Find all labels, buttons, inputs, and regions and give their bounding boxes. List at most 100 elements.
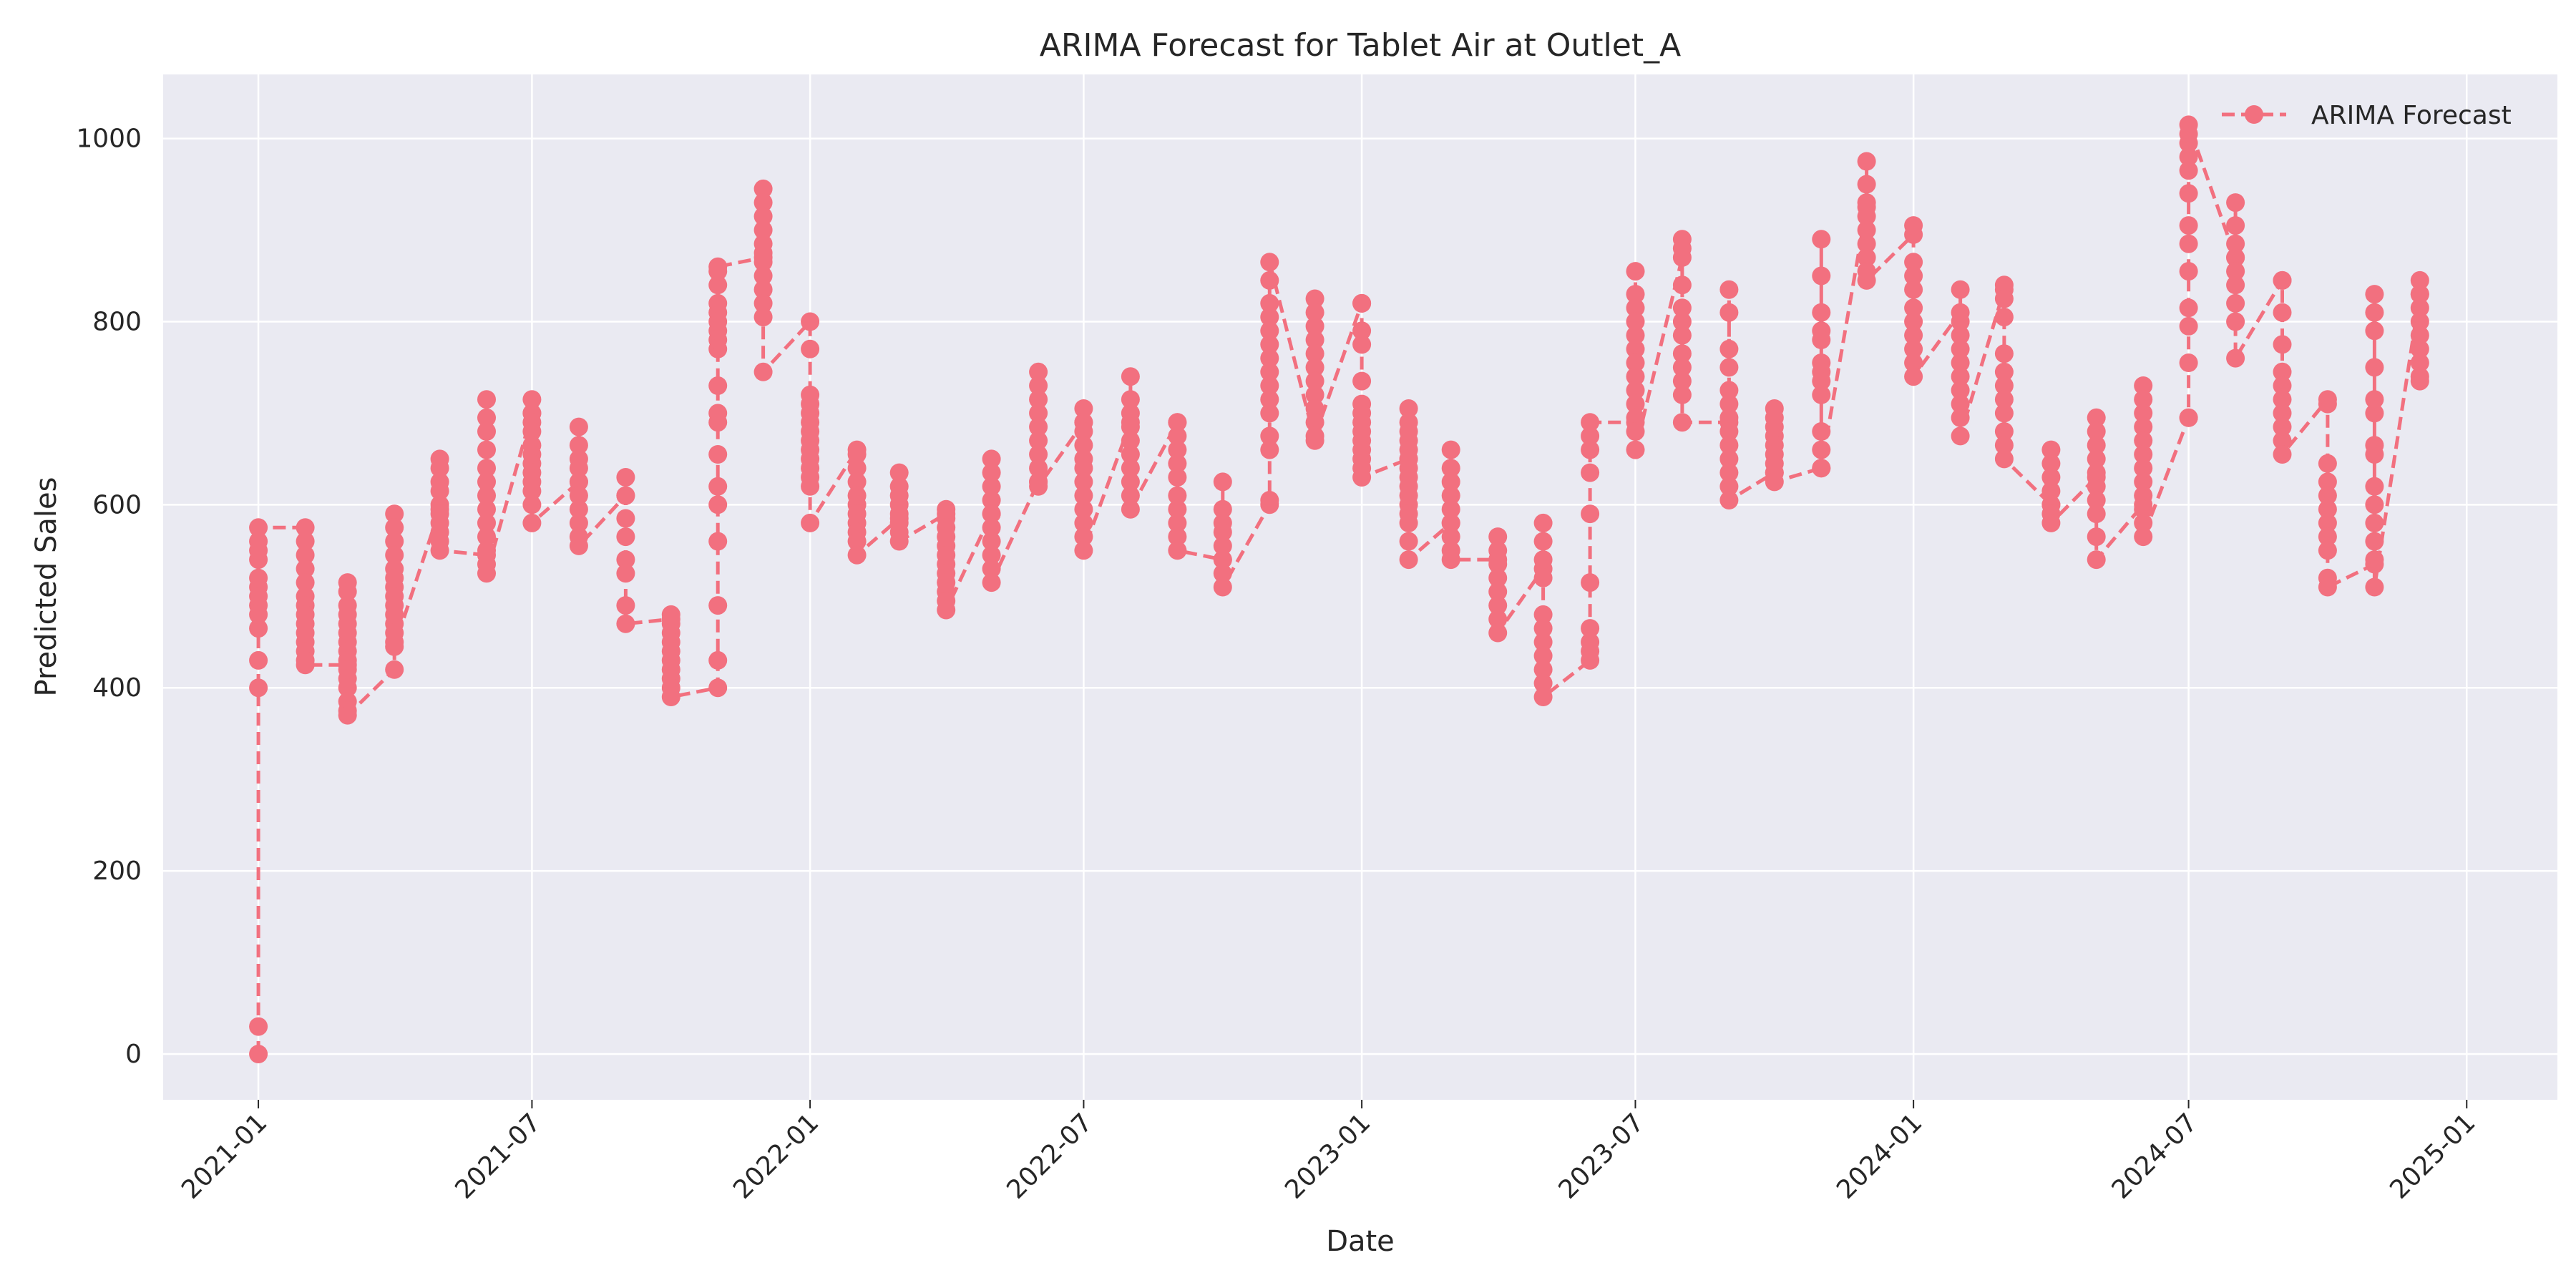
data-point bbox=[708, 596, 728, 615]
data-point bbox=[2041, 482, 2061, 501]
data-point bbox=[477, 459, 496, 478]
data-point bbox=[1121, 472, 1140, 492]
data-point bbox=[2226, 193, 2245, 213]
data-point bbox=[2410, 285, 2429, 304]
data-point bbox=[1074, 422, 1093, 441]
data-point bbox=[982, 477, 1001, 496]
data-point bbox=[477, 390, 496, 409]
data-point bbox=[1121, 404, 1140, 423]
data-point bbox=[1719, 339, 1739, 358]
data-point bbox=[2041, 513, 2061, 532]
data-point bbox=[1533, 688, 1553, 706]
data-point bbox=[753, 308, 773, 327]
data-point bbox=[708, 445, 728, 464]
data-point bbox=[1951, 312, 1970, 331]
data-point bbox=[1812, 266, 1831, 286]
data-point bbox=[2410, 326, 2429, 345]
data-point bbox=[982, 504, 1001, 524]
data-point bbox=[1029, 477, 1048, 496]
data-point bbox=[249, 1045, 268, 1063]
data-point bbox=[2179, 234, 2198, 253]
data-point bbox=[2179, 262, 2198, 281]
data-point bbox=[616, 509, 635, 528]
data-point bbox=[430, 541, 449, 560]
data-point bbox=[569, 486, 588, 505]
data-point bbox=[616, 550, 635, 570]
data-point bbox=[2410, 270, 2429, 290]
data-point bbox=[1305, 399, 1324, 418]
data-point bbox=[1951, 367, 1970, 386]
data-point bbox=[1719, 477, 1739, 496]
y-axis-label: Predicted Sales bbox=[30, 477, 63, 697]
legend: ARIMA Forecast bbox=[2222, 101, 2512, 130]
data-point bbox=[522, 513, 542, 532]
data-point bbox=[1951, 394, 1970, 414]
data-point bbox=[1305, 303, 1324, 322]
data-point bbox=[2134, 459, 2153, 478]
data-point bbox=[1488, 555, 1508, 574]
data-point bbox=[1441, 459, 1460, 478]
data-point bbox=[1857, 207, 1876, 226]
data-point bbox=[1168, 440, 1187, 459]
data-point bbox=[1951, 280, 1970, 299]
data-point bbox=[477, 541, 496, 560]
series-arima-forecast bbox=[249, 115, 2429, 1063]
data-point bbox=[1074, 459, 1093, 478]
data-point bbox=[2365, 285, 2384, 304]
data-point bbox=[753, 207, 773, 226]
data-point bbox=[477, 499, 496, 519]
data-point bbox=[2318, 472, 2337, 492]
data-point bbox=[1533, 619, 1553, 638]
data-point bbox=[1904, 353, 1923, 372]
y-tick-label: 0 bbox=[125, 1040, 142, 1069]
data-point bbox=[2410, 312, 2429, 331]
data-point bbox=[1074, 472, 1093, 492]
data-point bbox=[2134, 527, 2153, 547]
data-point bbox=[1581, 619, 1600, 638]
data-point bbox=[1626, 285, 1645, 304]
data-point bbox=[1168, 426, 1187, 446]
data-point bbox=[1857, 234, 1876, 253]
data-point bbox=[2410, 371, 2429, 391]
data-point bbox=[1719, 436, 1739, 455]
data-point bbox=[1029, 376, 1048, 395]
data-point bbox=[430, 459, 449, 478]
data-point bbox=[2365, 303, 2384, 322]
data-point bbox=[1994, 344, 2014, 364]
data-point bbox=[1719, 303, 1739, 322]
data-point bbox=[2087, 550, 2106, 570]
data-point bbox=[1213, 550, 1232, 570]
data-point bbox=[1581, 463, 1600, 482]
data-point bbox=[2365, 550, 2384, 570]
data-point bbox=[2179, 408, 2198, 427]
data-point bbox=[1260, 376, 1279, 395]
data-point bbox=[1904, 326, 1923, 345]
data-point bbox=[522, 482, 542, 501]
data-point bbox=[477, 422, 496, 441]
data-point bbox=[1029, 362, 1048, 381]
data-point bbox=[708, 275, 728, 295]
data-point bbox=[2365, 390, 2384, 409]
data-point bbox=[982, 532, 1001, 551]
data-point bbox=[1441, 527, 1460, 547]
legend-entry-arima-forecast: ARIMA Forecast bbox=[2311, 101, 2512, 130]
data-point bbox=[385, 504, 404, 524]
y-tick-label: 600 bbox=[92, 490, 142, 519]
data-point bbox=[249, 532, 268, 551]
data-point bbox=[1213, 577, 1232, 597]
data-point bbox=[937, 600, 956, 620]
data-point bbox=[477, 472, 496, 492]
data-point bbox=[296, 655, 315, 675]
data-point bbox=[1121, 431, 1140, 450]
data-point bbox=[1441, 472, 1460, 492]
data-point bbox=[1168, 499, 1187, 519]
data-point bbox=[1812, 230, 1831, 249]
data-point bbox=[2179, 161, 2198, 180]
data-point bbox=[1029, 417, 1048, 436]
data-point bbox=[1951, 326, 1970, 345]
data-point bbox=[1719, 463, 1739, 482]
data-point bbox=[2226, 312, 2245, 331]
data-point bbox=[1904, 266, 1923, 286]
data-point bbox=[1672, 358, 1692, 377]
